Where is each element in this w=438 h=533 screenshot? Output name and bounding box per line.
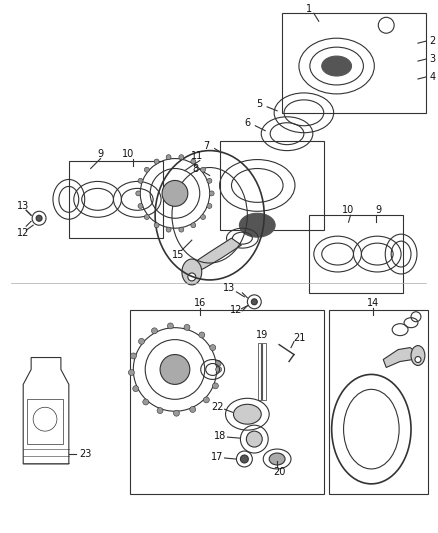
Text: 5: 5 [256, 99, 262, 109]
Bar [309, 215, 403, 293]
Circle shape [145, 215, 149, 220]
Circle shape [138, 179, 143, 183]
Text: 17: 17 [212, 452, 224, 462]
Bar [219, 141, 324, 230]
Circle shape [251, 299, 257, 305]
Circle shape [166, 155, 171, 159]
Circle shape [154, 159, 159, 164]
Circle shape [209, 191, 214, 196]
Text: 18: 18 [213, 431, 226, 441]
Text: 3: 3 [430, 54, 436, 64]
Bar [131, 310, 324, 494]
Text: 10: 10 [122, 149, 134, 159]
Text: 15: 15 [172, 250, 184, 260]
Circle shape [415, 357, 421, 362]
Ellipse shape [182, 259, 202, 285]
Text: 22: 22 [212, 402, 224, 412]
Circle shape [199, 332, 205, 338]
Text: 23: 23 [80, 449, 92, 459]
Circle shape [36, 215, 42, 221]
Circle shape [201, 167, 205, 172]
Circle shape [188, 273, 196, 281]
Circle shape [246, 431, 262, 447]
Circle shape [145, 167, 149, 172]
Circle shape [203, 397, 209, 403]
Polygon shape [383, 348, 416, 367]
Circle shape [207, 204, 212, 208]
Circle shape [154, 223, 159, 228]
Text: 12: 12 [230, 305, 243, 315]
Text: 20: 20 [273, 467, 285, 477]
Text: 13: 13 [17, 201, 29, 211]
Circle shape [143, 399, 149, 405]
Circle shape [167, 323, 173, 329]
Circle shape [212, 383, 219, 389]
Circle shape [173, 410, 180, 416]
Circle shape [128, 369, 134, 375]
Bar [258, 343, 266, 400]
Ellipse shape [322, 56, 352, 76]
Circle shape [166, 227, 171, 232]
Text: 1: 1 [306, 4, 312, 14]
Bar [328, 310, 428, 494]
Ellipse shape [269, 453, 285, 465]
Text: 7: 7 [204, 141, 210, 151]
Text: 12: 12 [17, 228, 29, 238]
Circle shape [210, 345, 216, 351]
Circle shape [215, 367, 222, 373]
Circle shape [191, 159, 196, 164]
Circle shape [215, 360, 221, 366]
Circle shape [152, 328, 157, 334]
Bar [69, 160, 163, 238]
Bar [27, 399, 63, 444]
Text: 9: 9 [98, 149, 104, 159]
Circle shape [179, 155, 184, 159]
Text: 6: 6 [244, 118, 251, 128]
Text: 10: 10 [343, 205, 355, 215]
Text: 2: 2 [430, 36, 436, 46]
Circle shape [136, 191, 141, 196]
Circle shape [179, 227, 184, 232]
Text: 21: 21 [293, 333, 305, 343]
Text: 9: 9 [375, 205, 381, 215]
Circle shape [207, 179, 212, 183]
Circle shape [133, 386, 139, 392]
Ellipse shape [240, 213, 275, 237]
Text: 4: 4 [430, 72, 436, 82]
Text: 13: 13 [223, 283, 236, 293]
Circle shape [201, 215, 205, 220]
Circle shape [160, 354, 190, 384]
Circle shape [191, 223, 196, 228]
Ellipse shape [411, 345, 425, 366]
Text: 14: 14 [367, 298, 379, 308]
Text: 16: 16 [194, 298, 206, 308]
Text: 19: 19 [256, 329, 268, 340]
Text: 11: 11 [191, 151, 203, 160]
Ellipse shape [233, 404, 261, 424]
Polygon shape [190, 238, 241, 273]
Circle shape [162, 181, 188, 206]
Circle shape [138, 204, 143, 208]
Circle shape [157, 408, 163, 414]
Circle shape [184, 325, 190, 330]
Bar [282, 13, 426, 113]
Text: 8: 8 [193, 164, 199, 174]
Circle shape [138, 338, 145, 344]
Circle shape [240, 455, 248, 463]
Circle shape [190, 407, 196, 413]
Circle shape [131, 353, 136, 359]
